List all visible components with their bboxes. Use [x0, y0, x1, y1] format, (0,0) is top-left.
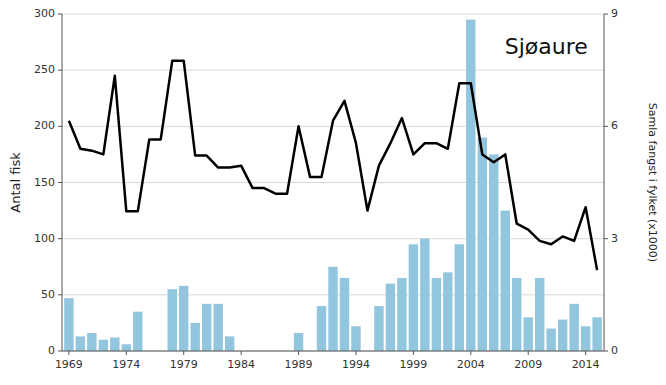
y2-tick [604, 351, 608, 352]
bar [512, 278, 521, 351]
x-tick-label: 1999 [399, 358, 427, 371]
y-tick-label: 150 [34, 176, 55, 189]
x-tick [585, 351, 586, 355]
bar [432, 278, 441, 351]
bar [592, 317, 601, 351]
bar [501, 211, 510, 351]
y2-tick-label: 3 [611, 232, 618, 245]
x-tick [528, 351, 529, 355]
bar [328, 267, 337, 351]
bar [386, 284, 395, 351]
x-tick [470, 351, 471, 355]
bar [190, 323, 199, 351]
y2-tick-label: 0 [611, 344, 618, 357]
background [0, 0, 666, 385]
bar [558, 320, 567, 351]
y2-axis-label: Samla fangst i fylket (x1000) [646, 103, 659, 262]
y-tick [58, 70, 62, 71]
bar [466, 20, 475, 351]
grid-line [62, 238, 604, 239]
line [69, 61, 597, 270]
bar [110, 338, 119, 351]
bar-series [64, 20, 602, 351]
bar [168, 289, 177, 351]
y-tick-label: 200 [34, 119, 55, 132]
grid [62, 14, 604, 351]
y-tick-label: 50 [41, 288, 55, 301]
bar [294, 333, 303, 351]
bar [213, 304, 222, 351]
bar [569, 304, 578, 351]
bar [133, 312, 142, 351]
y2-tick [604, 238, 608, 239]
bar [99, 340, 108, 351]
bar [409, 244, 418, 351]
bar [202, 304, 211, 351]
y-tick [58, 182, 62, 183]
y-tick-label: 0 [48, 344, 55, 357]
x-tick-label: 1974 [112, 358, 140, 371]
bar [489, 154, 498, 351]
x-tick-label: 1994 [342, 358, 370, 371]
y-tick [58, 126, 62, 127]
x-tick-label: 1989 [285, 358, 313, 371]
y2-tick [604, 126, 608, 127]
grid-line [62, 14, 604, 15]
x-tick [68, 351, 69, 355]
x-axis [62, 351, 604, 352]
y-axis-label: Antal fisk [8, 152, 23, 213]
y2-tick-label: 6 [611, 119, 618, 132]
x-tick-label: 2014 [572, 358, 600, 371]
bar [397, 278, 406, 351]
bar [535, 278, 544, 351]
chart: 0 50 100 150 200 250 300 0 3 6 9 1969 1974 1979 1984 19… [0, 0, 666, 385]
x-tick-label: 2004 [457, 358, 485, 371]
bar [546, 329, 555, 351]
bar [225, 336, 234, 351]
x-tick [126, 351, 127, 355]
bar [87, 333, 96, 351]
title: Sjøaure [505, 34, 588, 59]
x-tick [298, 351, 299, 355]
y-tick [58, 351, 62, 352]
bar [524, 317, 533, 351]
x-tick [355, 351, 356, 355]
bar [478, 138, 487, 351]
y-tick-label: 300 [34, 7, 55, 20]
y-tick-label: 100 [34, 232, 55, 245]
grid-line [62, 70, 604, 71]
x-tick-label: 1969 [55, 358, 83, 371]
bar [340, 278, 349, 351]
x-tick [413, 351, 414, 355]
x-tick-label: 1979 [170, 358, 198, 371]
x-tick [241, 351, 242, 355]
bar [317, 306, 326, 351]
bar [455, 244, 464, 351]
y-tick [58, 294, 62, 295]
bar [179, 286, 188, 351]
grid-line [62, 351, 604, 352]
y2-axis [604, 14, 605, 351]
bar [420, 239, 429, 351]
y-tick-label: 250 [34, 63, 55, 76]
y-axis [62, 14, 63, 351]
x-tick-label: 2009 [514, 358, 542, 371]
y-tick [58, 238, 62, 239]
bar [64, 298, 73, 351]
bar [581, 326, 590, 351]
x-tick [183, 351, 184, 355]
bar [122, 344, 131, 351]
bar [76, 336, 85, 351]
plot-area [64, 20, 602, 351]
y-tick [58, 14, 62, 15]
y2-tick-label: 9 [611, 7, 618, 20]
bar [443, 272, 452, 351]
x-tick-label: 1984 [227, 358, 255, 371]
bar [374, 306, 383, 351]
bar [351, 326, 360, 351]
y2-tick [604, 14, 608, 15]
